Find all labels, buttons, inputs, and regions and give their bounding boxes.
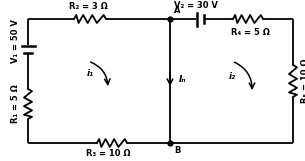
Text: R₄ = 5 Ω: R₄ = 5 Ω	[231, 28, 269, 37]
Text: A: A	[174, 6, 181, 15]
Text: R₂ = 3 Ω: R₂ = 3 Ω	[69, 1, 107, 10]
Text: B: B	[174, 146, 180, 155]
Text: i₁: i₁	[86, 68, 94, 77]
Text: V₁ = 50 V: V₁ = 50 V	[10, 19, 20, 63]
Text: R₁ = 5 Ω: R₁ = 5 Ω	[10, 85, 20, 123]
Text: V₂ = 30 V: V₂ = 30 V	[174, 0, 218, 9]
Text: Iₙ: Iₙ	[179, 75, 186, 84]
Text: R₃ = 10 Ω: R₃ = 10 Ω	[86, 150, 130, 158]
Text: i₂: i₂	[228, 71, 235, 80]
Text: R₅ = 10 Ω: R₅ = 10 Ω	[302, 59, 305, 103]
